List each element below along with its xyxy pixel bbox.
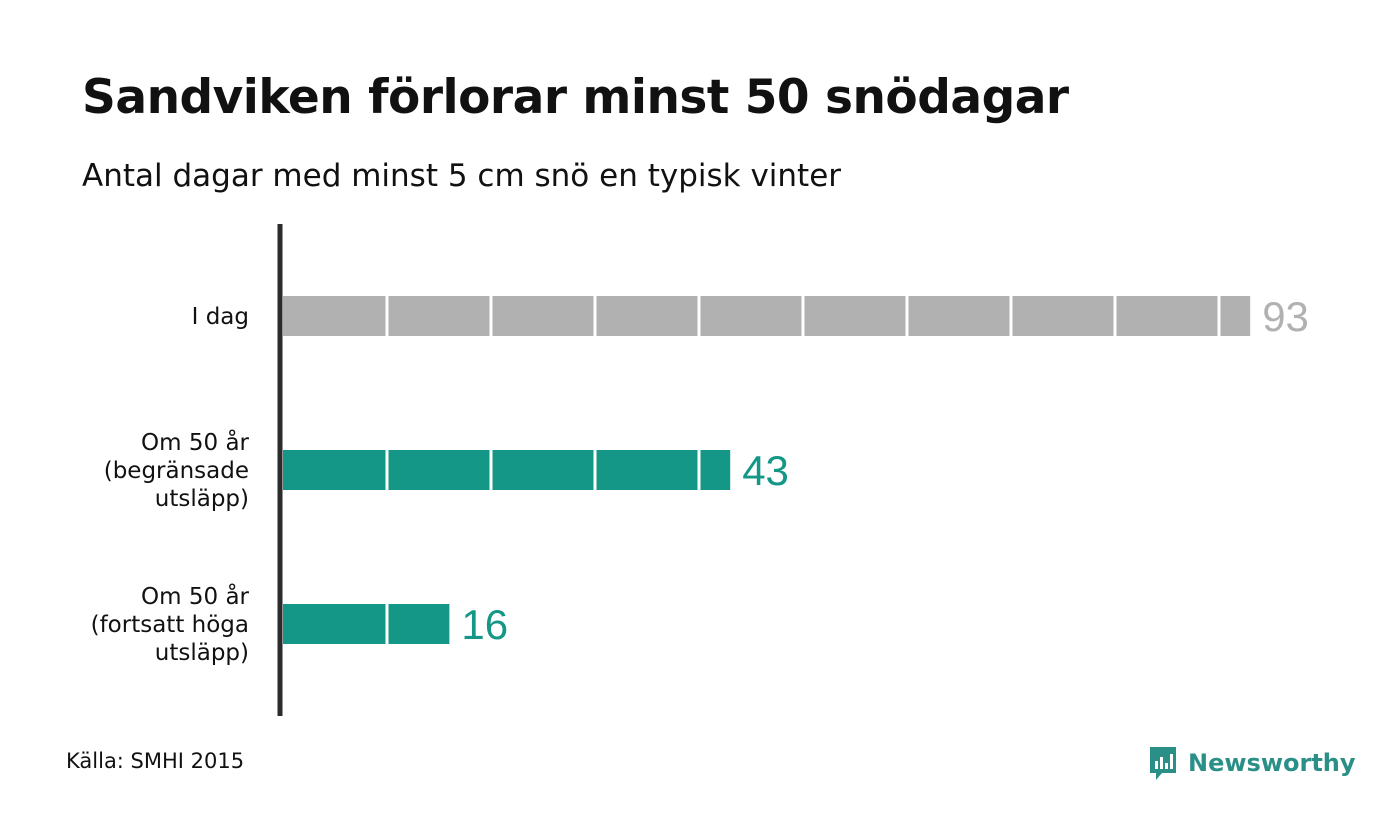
chart-title: Sandviken förlorar minst 50 snödagar xyxy=(82,70,1069,125)
category-label-line: (begränsade xyxy=(104,458,249,484)
category-label-line: (fortsatt höga xyxy=(91,612,249,638)
category-label: Om 50 år (fortsatt höga utsläpp) xyxy=(91,582,250,666)
value-label: 43 xyxy=(742,447,789,494)
chart-subtitle: Antal dagar med minst 5 cm snö en typisk… xyxy=(82,158,842,194)
brand-name: Newsworthy xyxy=(1188,749,1356,777)
value-label: 93 xyxy=(1262,293,1309,340)
category-label: Om 50 år (begränsade utsläpp) xyxy=(104,428,250,512)
bar-rect xyxy=(283,296,1251,336)
category-label-line: Om 50 år xyxy=(141,582,249,610)
bar-rect xyxy=(283,450,731,490)
category-label-line: Om 50 år xyxy=(141,428,249,456)
source-note: Källa: SMHI 2015 xyxy=(66,749,245,773)
bar-rect xyxy=(283,604,450,644)
category-label-line: I dag xyxy=(192,304,249,330)
bar-2 xyxy=(283,450,731,490)
category-label-line: utsläpp) xyxy=(155,486,249,512)
value-label: 16 xyxy=(461,601,508,648)
bar-3 xyxy=(283,604,450,644)
category-label-line: utsläpp) xyxy=(155,640,249,666)
bar-1 xyxy=(283,296,1251,336)
category-label: I dag xyxy=(192,304,249,330)
brand-logo: Newsworthy xyxy=(1148,743,1356,783)
newsworthy-logo-icon xyxy=(1150,747,1176,780)
